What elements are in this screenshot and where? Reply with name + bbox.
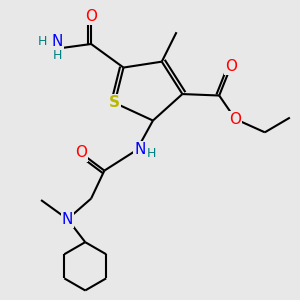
Text: N: N [62,212,73,227]
Text: H: H [52,49,62,62]
Text: H: H [38,34,47,48]
Text: H: H [147,147,156,160]
Text: S: S [109,95,120,110]
Text: O: O [75,146,87,160]
Text: N: N [52,34,63,49]
Text: O: O [85,8,97,23]
Text: O: O [225,58,237,74]
Text: O: O [230,112,242,127]
Text: N: N [134,142,146,158]
